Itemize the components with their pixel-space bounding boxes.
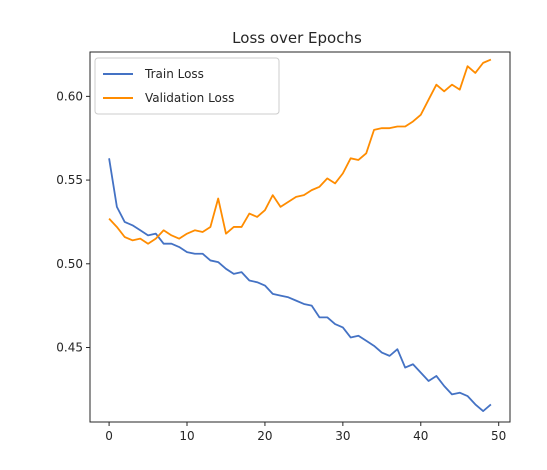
plot-area: 0 10 20 30 40 50 0.45 0.50 0.55 0.60	[56, 58, 506, 443]
series-line-train-loss	[108, 158, 492, 413]
axes-frame	[89, 51, 511, 423]
series-line-validation-loss	[108, 58, 492, 245]
x-tick-label-10: 10	[179, 429, 194, 443]
chart-title: Loss over Epochs	[232, 29, 362, 47]
legend: Train Loss Validation Loss	[94, 57, 280, 115]
y-tick-label-0.50: 0.50	[56, 257, 83, 271]
legend-box	[94, 57, 280, 115]
x-tick-label-50: 50	[491, 429, 506, 443]
legend-label-train-loss: Train Loss	[144, 67, 204, 81]
y-tick-label-0.45: 0.45	[56, 340, 83, 354]
x-tick-label-30: 30	[335, 429, 350, 443]
y-tick-label-0.60: 0.60	[56, 89, 83, 103]
x-tick-label-20: 20	[257, 429, 272, 443]
x-tick-label-40: 40	[413, 429, 428, 443]
legend-label-validation-loss: Validation Loss	[145, 91, 234, 105]
x-tick-label-0: 0	[105, 429, 113, 443]
y-tick-label-0.55: 0.55	[56, 173, 83, 187]
